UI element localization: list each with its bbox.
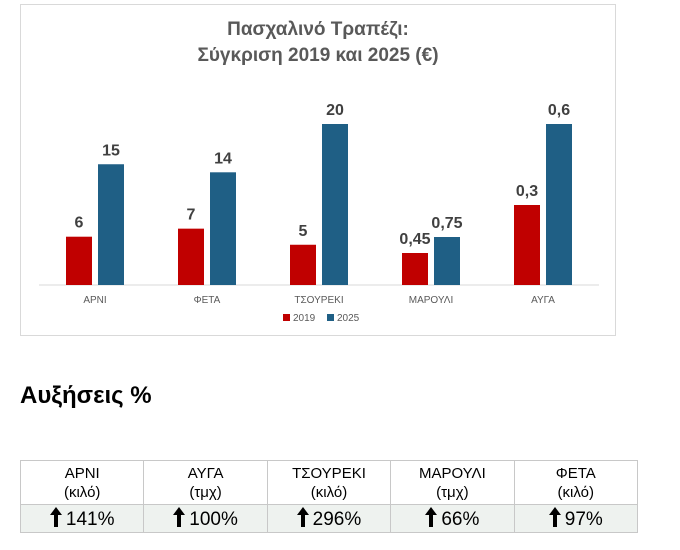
bar-2019-5: [514, 205, 540, 285]
bar-2019-1: [66, 236, 92, 285]
legend-label-2025: 2025: [337, 313, 360, 324]
percent-value: 100%: [189, 508, 238, 530]
item-name: ΜΑΡΟΥΛΙ: [418, 464, 486, 482]
item-unit: (τμχ): [436, 483, 469, 501]
x-tick-label: ΤΣΟΥΡΕΚΙ: [294, 295, 343, 306]
legend-swatch-2025: [327, 314, 334, 321]
bar-2019-2: [178, 228, 204, 285]
table-cell-percent: 100%: [143, 504, 268, 533]
bar-2025-5: [546, 124, 572, 285]
legend-swatch-2019: [283, 314, 290, 321]
item-name: ΦΕΤΑ: [555, 464, 596, 482]
table-cell-item: ΑΥΓΑ (τμχ): [143, 460, 268, 505]
table-cell-percent: 97%: [513, 504, 639, 533]
up-arrow-icon: [49, 506, 62, 527]
bar-chart: 6 15 ΑΡΝΙ 7 14 ΦΕΤΑ 5 20 ΤΣΟΥΡΕΚΙ 0,450,75 ΜΑΡΟΥΛΙ…: [39, 102, 599, 324]
data-label-2025-2: 14: [214, 150, 232, 167]
up-arrow-icon: [548, 506, 561, 527]
bar-2025-2: [210, 172, 236, 285]
data-label-2025-4: 0,75: [431, 215, 462, 232]
bar-2019-4: [402, 253, 428, 285]
table-cell-percent: 66%: [390, 504, 515, 533]
data-label-2019-1: 6: [75, 215, 84, 232]
data-label-2025-3: 20: [326, 102, 344, 119]
up-arrow-icon: [296, 506, 309, 527]
percent-value: 66%: [441, 508, 480, 530]
up-arrow-icon: [173, 506, 186, 527]
percent-value: 296%: [312, 508, 362, 530]
up-arrow-icon: [425, 506, 438, 527]
chart-panel: Πασχαλινό Τραπέζι: Σύγκριση 2019 και 202…: [20, 4, 616, 336]
data-label-2025-1: 15: [102, 142, 120, 159]
data-label-2019-4: 0,45: [399, 231, 430, 248]
table-cell-item: ΜΑΡΟΥΛΙ (τμχ): [390, 460, 515, 505]
item-name: ΤΣΟΥΡΕΚΙ: [292, 464, 366, 482]
data-label-2019-2: 7: [187, 207, 196, 224]
percent-value: 97%: [564, 508, 603, 530]
x-tick-label: ΜΑΡΟΥΛΙ: [409, 295, 454, 306]
table-cell-item: ΑΡΝΙ (κιλό): [19, 460, 145, 505]
percent-value: 141%: [65, 508, 115, 530]
table-header-row: ΑΡΝΙ (κιλό) ΑΥΓΑ (τμχ) ΤΣΟΥΡΕΚΙ (κιλό) ΜΑΡΟ…: [19, 460, 639, 505]
bar-2025-1: [98, 164, 124, 285]
bar-2025-3: [322, 124, 348, 285]
x-tick-label: ΑΡΝΙ: [83, 295, 106, 306]
data-label-2019-3: 5: [299, 223, 308, 240]
data-label-2019-5: 0,3: [516, 183, 538, 200]
bar-2019-3: [290, 244, 316, 285]
chart-title-line2: Σύγκριση 2019 και 2025 (€): [197, 45, 439, 66]
section-heading: Αυξήσεις %: [20, 382, 152, 409]
item-unit: (κιλό): [310, 483, 348, 501]
legend-label-2019: 2019: [293, 313, 316, 324]
table-cell-item: ΤΣΟΥΡΕΚΙ (κιλό): [266, 460, 392, 505]
chart-title-line1: Πασχαλινό Τραπέζι:: [227, 19, 409, 40]
x-tick-label: ΑΥΓΑ: [531, 295, 555, 306]
table-cell-item: ΦΕΤΑ (κιλό): [513, 460, 639, 505]
x-tick-label: ΦΕΤΑ: [194, 295, 221, 306]
increase-table: ΑΡΝΙ (κιλό) ΑΥΓΑ (τμχ) ΤΣΟΥΡΕΚΙ (κιλό) ΜΑΡΟ…: [19, 460, 639, 533]
item-name: ΑΡΝΙ: [64, 464, 100, 482]
table-percent-row: 141% 100% 296% 66% 97%: [19, 504, 639, 533]
bar-2025-4: [434, 237, 460, 285]
table-cell-percent: 296%: [266, 504, 392, 533]
item-name: ΑΥΓΑ: [187, 464, 224, 482]
data-label-2025-5: 0,6: [548, 102, 570, 119]
item-unit: (κιλό): [63, 483, 101, 501]
table-cell-percent: 141%: [19, 504, 145, 533]
item-unit: (κιλό): [557, 483, 594, 501]
item-unit: (τμχ): [189, 483, 222, 501]
